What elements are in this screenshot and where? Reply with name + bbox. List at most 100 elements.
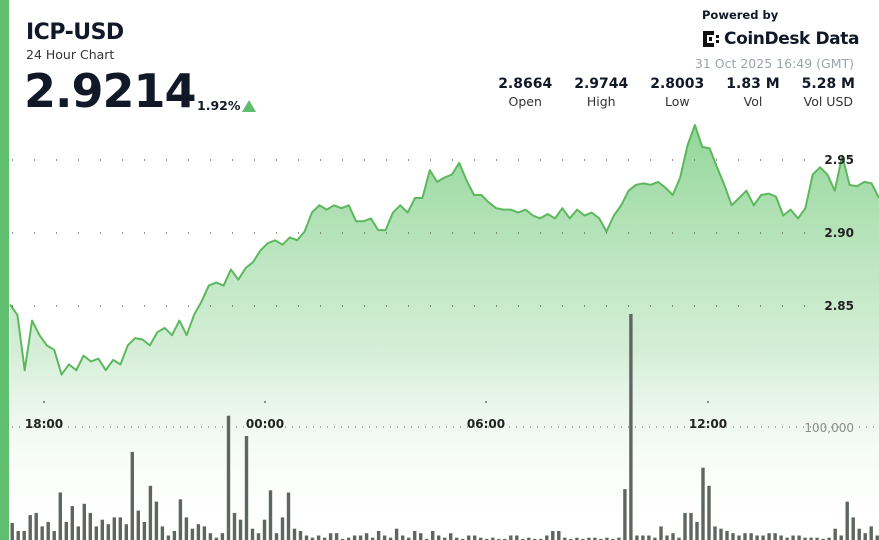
- volume-bar: [809, 537, 813, 540]
- volume-bar: [455, 537, 459, 540]
- volume-bar: [587, 537, 591, 540]
- volume-bar: [851, 517, 855, 540]
- price-tick-label: 2.85: [824, 299, 854, 313]
- volume-bar: [869, 526, 873, 540]
- stat-vol: 1.83 M Vol: [726, 76, 779, 109]
- volume-bar: [88, 512, 92, 540]
- volume-bar: [785, 537, 789, 540]
- volume-bar: [863, 533, 867, 540]
- volume-bar: [815, 537, 819, 540]
- symbol-title: ICP-USD: [26, 20, 124, 45]
- volume-bar: [527, 537, 531, 540]
- coindesk-logo-icon: [703, 31, 719, 47]
- volume-bar: [316, 535, 321, 540]
- time-tick-label: 18:00: [25, 417, 63, 431]
- brand-name: CoinDesk Data: [724, 29, 860, 49]
- price-line: [9, 124, 879, 376]
- volume-bar: [791, 535, 795, 540]
- volume-bar: [268, 490, 273, 540]
- volume-bar: [208, 533, 213, 540]
- volume-bar: [238, 519, 243, 540]
- volume-bar: [641, 535, 645, 540]
- volume-bar: [569, 538, 573, 540]
- volume-bar: [298, 531, 303, 540]
- time-tick-mark: [264, 401, 266, 403]
- chart-subtitle: 24 Hour Chart: [26, 47, 115, 62]
- volume-bar: [425, 538, 429, 540]
- volume-bar: [136, 510, 140, 540]
- volume-bar: [743, 533, 747, 540]
- volume-bar: [479, 537, 483, 540]
- volume-bar: [659, 526, 663, 540]
- volume-bar: [623, 489, 627, 540]
- volume-bar: [244, 436, 249, 540]
- stat-low: 2.8003 Low: [650, 76, 704, 109]
- stats-row: 2.8664 Open 2.9744 High 2.8003 Low 1.83 M Vo…: [476, 76, 855, 109]
- volume-bar: [689, 512, 693, 540]
- volume-bar: [364, 533, 369, 540]
- price-change: 1.92%: [197, 98, 241, 113]
- volume-bar: [130, 451, 134, 540]
- volume-bar: [10, 523, 14, 540]
- volume-bar: [821, 538, 825, 540]
- stat-open: 2.8664 Open: [498, 76, 552, 109]
- volume-bar: [473, 535, 477, 540]
- volume-bar: [533, 538, 537, 540]
- price-area-fill: [10, 125, 879, 540]
- volume-bar: [761, 535, 765, 540]
- volume-bar: [581, 538, 585, 540]
- volume-bar: [707, 485, 711, 540]
- volume-bar: [100, 519, 104, 540]
- volume-bar: [515, 535, 519, 540]
- volume-bar: [485, 538, 489, 540]
- volume-bar: [226, 415, 231, 540]
- volume-bar: [328, 533, 333, 540]
- stat-label: Open: [508, 94, 542, 109]
- volume-bar: [220, 533, 225, 540]
- volume-bar: [46, 521, 50, 540]
- volume-bar: [340, 538, 345, 540]
- stat-label: Vol USD: [803, 94, 854, 109]
- time-tick-label: 12:00: [689, 417, 727, 431]
- volume-bar: [82, 503, 86, 540]
- volume-bar: [34, 512, 38, 540]
- volume-bar: [40, 526, 44, 540]
- stat-label: High: [586, 94, 616, 109]
- volume-bar: [845, 501, 849, 540]
- volume-bar: [202, 526, 207, 540]
- volume-bar: [304, 535, 309, 540]
- volume-bar: [551, 531, 555, 540]
- stat-value: 1.83 M: [726, 76, 780, 92]
- volume-bar: [160, 526, 165, 540]
- volume-bar: [437, 535, 441, 540]
- volume-bar: [262, 519, 267, 540]
- volume-bar: [857, 528, 861, 540]
- volume-bar: [521, 538, 525, 540]
- stat-label: Low: [664, 94, 690, 109]
- volume-bar: [833, 528, 837, 540]
- volume-bar: [214, 537, 219, 540]
- time-tick-label: 00:00: [246, 417, 284, 431]
- price-tick-label: 2.90: [824, 226, 854, 240]
- volume-bar: [797, 535, 801, 540]
- volume-bar: [509, 535, 513, 540]
- volume-bar: [491, 537, 495, 540]
- price-tick-label: 2.95: [824, 153, 854, 167]
- volume-bar: [539, 538, 543, 540]
- volume-bar: [683, 512, 687, 540]
- accent-bar: [0, 0, 9, 540]
- volume-bar: [407, 537, 411, 540]
- volume-bar: [401, 535, 405, 540]
- volume-bar: [184, 517, 189, 540]
- volume-bar: [148, 485, 153, 540]
- volume-bar: [124, 524, 128, 540]
- time-tick-mark: [43, 401, 45, 403]
- volume-bar: [545, 535, 549, 540]
- volume-bar: [599, 538, 603, 540]
- volume-bar: [322, 537, 327, 540]
- volume-tick-label: 100,000: [804, 421, 854, 435]
- stat-value: 2.9744: [574, 76, 629, 92]
- volume-bar: [725, 531, 729, 540]
- stat-high: 2.9744 High: [574, 76, 628, 109]
